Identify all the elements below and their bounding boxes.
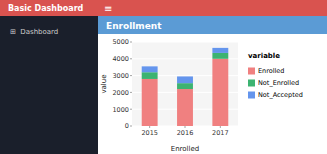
- y-tick-label: 0: [125, 122, 129, 130]
- title-bar: [98, 16, 327, 34]
- x-tick-label: 2017: [212, 129, 229, 137]
- y-tick-label: 1000: [112, 106, 129, 114]
- legend: variable Enrolled Not_Enrolled Not_Accepted: [248, 52, 303, 99]
- x-tick: [149, 126, 150, 128]
- y-tick-label: 5000: [112, 38, 129, 46]
- x-tick: [185, 126, 186, 128]
- bars: [142, 48, 229, 126]
- x-tick: [220, 126, 221, 128]
- x-tick-label: 2015: [141, 129, 158, 137]
- menu-icon: ≡: [104, 3, 112, 14]
- legend-label: Not_Accepted: [258, 91, 303, 99]
- bar: [142, 79, 158, 126]
- sidebar: [0, 16, 98, 154]
- bar: [142, 72, 158, 79]
- y-tick: [130, 42, 132, 43]
- y-tick: [130, 75, 132, 76]
- plot-bg: [132, 42, 238, 126]
- bar: [177, 83, 193, 89]
- legend-swatch: [248, 92, 255, 99]
- y-tick-label: 2000: [112, 89, 129, 97]
- page: Basic Dashboard ≡ ⊞ Dashboard Enrollment 0 10…: [0, 0, 327, 154]
- header-bar: [0, 0, 327, 16]
- dashboard: Basic Dashboard ≡ ⊞ Dashboard Enrollment 0 10…: [0, 0, 327, 154]
- grid-line: [132, 42, 238, 43]
- content-panel: [98, 16, 327, 154]
- y-axis-label: value: [100, 74, 108, 93]
- bar: [212, 53, 228, 59]
- y-tick: [130, 92, 132, 93]
- header-title: Basic Dashboard: [8, 4, 84, 13]
- legend-title: variable: [248, 52, 280, 60]
- y-tick: [130, 126, 132, 127]
- legend-label: Enrolled: [258, 67, 284, 75]
- legend-swatch: [248, 80, 255, 87]
- y-tick-label: 3000: [112, 72, 129, 80]
- chart-title: Enrollment: [106, 21, 162, 31]
- y-tick-label: 4000: [112, 55, 129, 63]
- y-tick: [130, 109, 132, 110]
- bar: [212, 59, 228, 126]
- legend-swatch: [248, 68, 255, 75]
- x-axis-label: Enrolled: [171, 145, 200, 153]
- bar: [142, 66, 158, 72]
- sidebar-item: ⊞ Dashboard: [10, 28, 58, 36]
- legend-label: Not_Enrolled: [258, 79, 299, 87]
- bar: [212, 48, 228, 53]
- page-bg: [0, 0, 327, 154]
- x-tick-label: 2016: [177, 129, 194, 137]
- bar: [177, 76, 193, 83]
- bar: [177, 89, 193, 126]
- y-tick: [130, 58, 132, 59]
